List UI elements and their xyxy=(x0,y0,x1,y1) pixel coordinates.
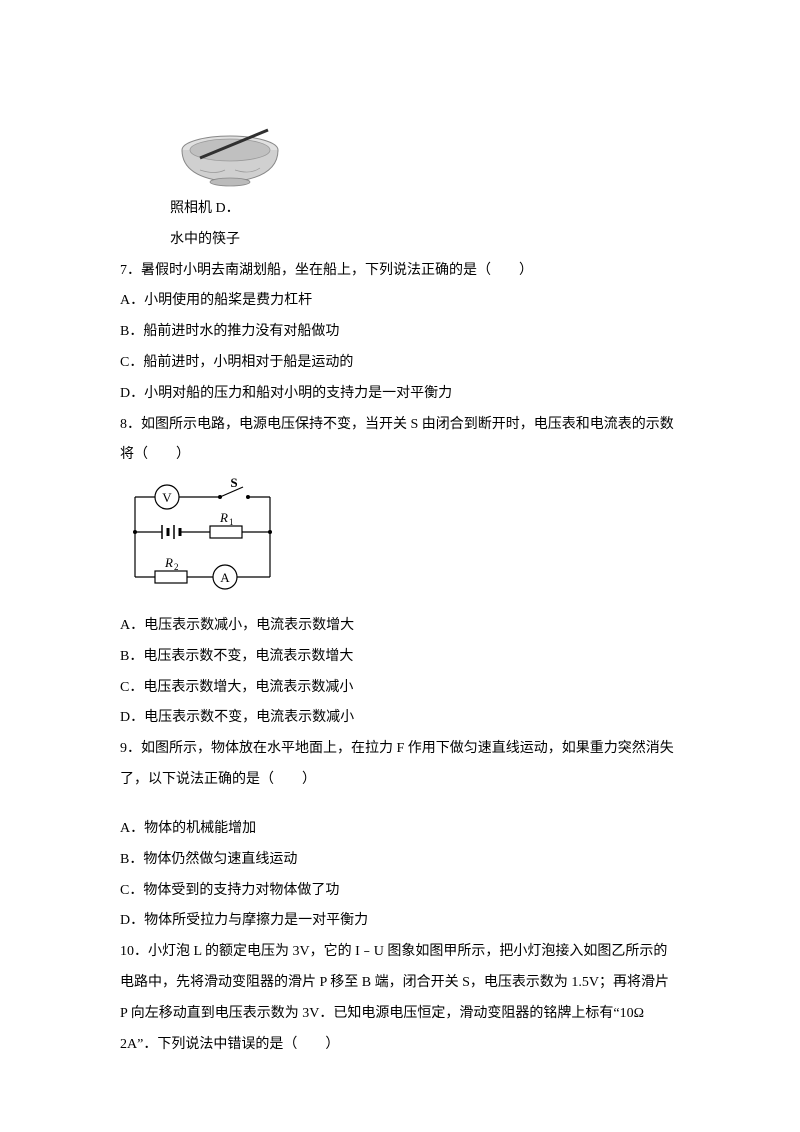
q6-caption: 水中的筷子 xyxy=(170,225,680,256)
q8-circuit-diagram: V S xyxy=(120,477,680,605)
q8-option-c: C．电压表示数增大，电流表示数减小 xyxy=(120,673,680,704)
q9-option-b: B．物体仍然做匀速直线运动 xyxy=(120,845,680,876)
q10-line-2: 电路中，先将滑动变阻器的滑片 P 移至 B 端，闭合开关 S，电压表示数为 1.… xyxy=(120,968,680,999)
q7-option-b: B．船前进时水的推力没有对船做功 xyxy=(120,317,680,348)
q7-option-c: C．船前进时，小明相对于船是运动的 xyxy=(120,348,680,379)
voltmeter-label: V xyxy=(162,490,172,505)
r2-label: R xyxy=(164,555,173,570)
q6-option-d-prefix: 照相机 D． xyxy=(170,194,680,225)
bowl-chopsticks-image xyxy=(170,120,680,190)
q9-stem-1: 9．如图所示，物体放在水平地面上，在拉力 F 作用下做匀速直线运动，如果重力突然… xyxy=(120,734,680,765)
q10-line-3: P 向左移动直到电压表示数为 3V．已知电源电压恒定，滑动变阻器的铭牌上标有“1… xyxy=(120,999,680,1030)
q7-stem: 7．暑假时小明去南湖划船，坐在船上，下列说法正确的是（ ） xyxy=(120,256,680,287)
q9-option-a: A．物体的机械能增加 xyxy=(120,814,680,845)
q9-option-d: D．物体所受拉力与摩擦力是一对平衡力 xyxy=(120,906,680,937)
q7-option-d: D．小明对船的压力和船对小明的支持力是一对平衡力 xyxy=(120,379,680,410)
q8-stem-1: 8．如图所示电路，电源电压保持不变，当开关 S 由闭合到断开时，电压表和电流表的… xyxy=(120,410,680,441)
q9-option-c: C．物体受到的支持力对物体做了功 xyxy=(120,876,680,907)
r1-label: R xyxy=(219,510,228,525)
q8-option-b: B．电压表示数不变，电流表示数增大 xyxy=(120,642,680,673)
q9-blank xyxy=(120,796,680,814)
q8-option-a: A．电压表示数减小，电流表示数增大 xyxy=(120,611,680,642)
q7-option-a: A．小明使用的船桨是费力杠杆 xyxy=(120,286,680,317)
switch-label: S xyxy=(230,477,237,490)
q8-stem-2: 将（ ） xyxy=(120,440,680,471)
q8-option-d: D．电压表示数不变，电流表示数减小 xyxy=(120,703,680,734)
r1-sub: 1 xyxy=(229,517,234,527)
q10-line-1: 10．小灯泡 L 的额定电压为 3V，它的 I﹣U 图象如图甲所示，把小灯泡接入… xyxy=(120,937,680,968)
q10-line-4: 2A”．下列说法中错误的是（ ） xyxy=(120,1030,680,1061)
q9-stem-2: 了，以下说法正确的是（ ） xyxy=(120,765,680,796)
ammeter-label: A xyxy=(220,570,230,585)
r2-sub: 2 xyxy=(174,562,179,572)
